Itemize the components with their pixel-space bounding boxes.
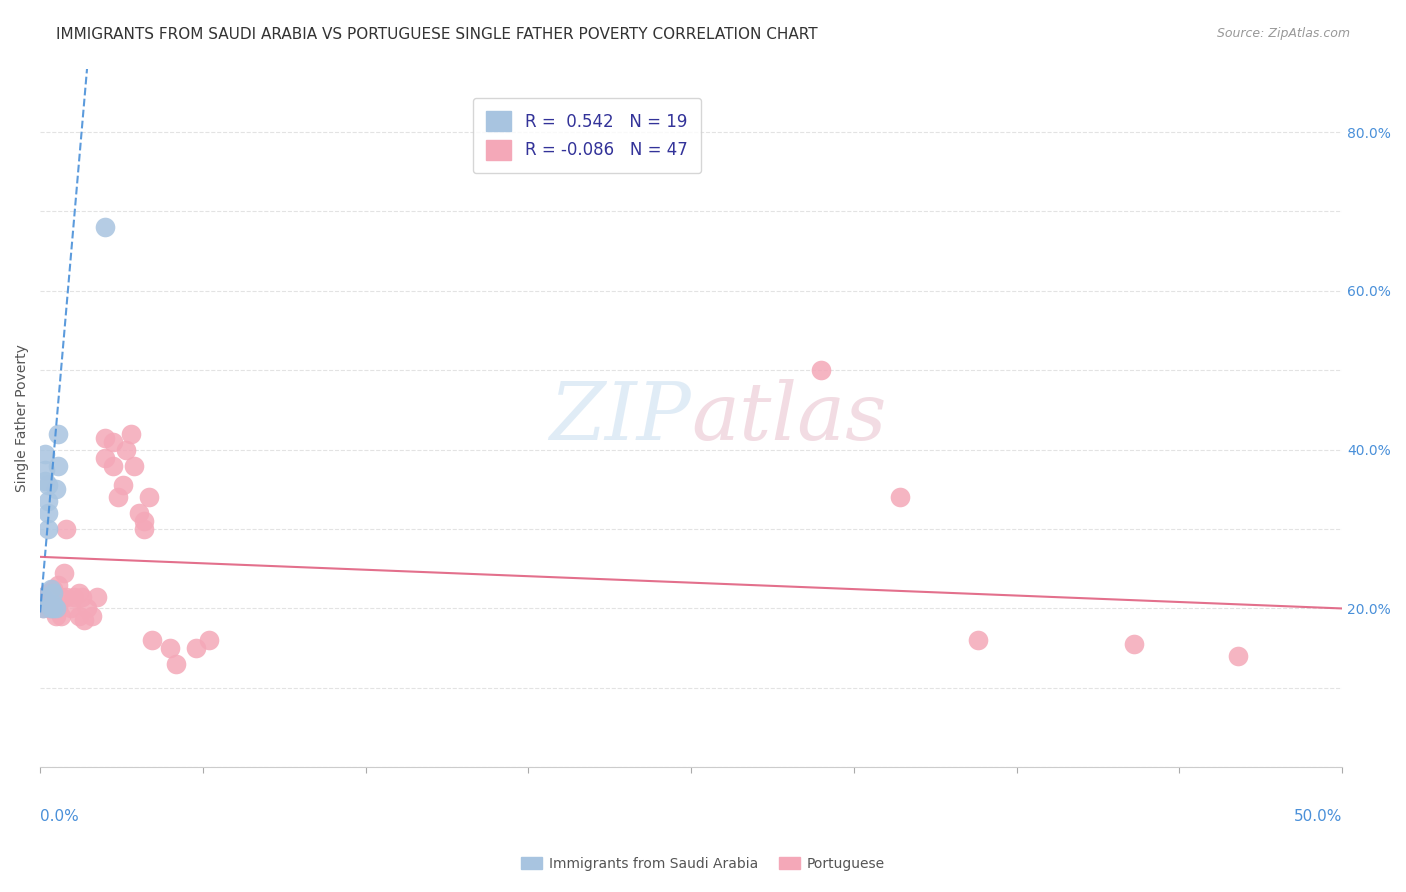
Point — [889, 491, 911, 505]
Y-axis label: Single Father Poverty: Single Father Poverty — [15, 344, 30, 491]
Point — [39, 601, 62, 615]
Point — [31, 601, 53, 615]
Point — [128, 506, 150, 520]
Point — [46, 601, 69, 615]
Point — [55, 522, 77, 536]
Point — [101, 458, 124, 473]
Point — [42, 601, 65, 615]
Text: IMMIGRANTS FROM SAUDI ARABIA VS PORTUGUESE SINGLE FATHER POVERTY CORRELATION CHA: IMMIGRANTS FROM SAUDI ARABIA VS PORTUGUE… — [56, 27, 818, 42]
Point — [810, 363, 832, 377]
Point — [37, 601, 59, 615]
Point — [39, 582, 62, 596]
Point — [45, 483, 67, 497]
Text: atlas: atlas — [692, 379, 887, 457]
Point — [52, 566, 75, 580]
Point — [186, 641, 208, 656]
Point — [76, 601, 98, 615]
Point — [134, 522, 156, 536]
Point — [198, 633, 221, 648]
Point — [37, 522, 59, 536]
Point — [37, 506, 59, 520]
Point — [94, 220, 117, 235]
Point — [42, 585, 65, 599]
Point — [39, 601, 62, 615]
Text: Source: ZipAtlas.com: Source: ZipAtlas.com — [1216, 27, 1350, 40]
Point — [49, 609, 72, 624]
Point — [31, 601, 53, 615]
Point — [73, 613, 96, 627]
Text: 50.0%: 50.0% — [1294, 809, 1343, 824]
Point — [46, 577, 69, 591]
Point — [63, 590, 86, 604]
Point — [67, 609, 90, 624]
Point — [112, 478, 135, 492]
Point — [141, 633, 163, 648]
Point — [138, 491, 160, 505]
Point — [94, 450, 117, 465]
Point — [67, 585, 90, 599]
Point — [46, 458, 69, 473]
Point — [101, 434, 124, 449]
Point — [159, 641, 181, 656]
Point — [70, 590, 93, 604]
Point — [46, 426, 69, 441]
Point — [94, 431, 117, 445]
Point — [122, 458, 145, 473]
Point — [45, 609, 67, 624]
Point — [107, 491, 129, 505]
Point — [1122, 637, 1144, 651]
Text: 0.0%: 0.0% — [41, 809, 79, 824]
Legend: Immigrants from Saudi Arabia, Portuguese: Immigrants from Saudi Arabia, Portuguese — [516, 851, 890, 876]
Point — [37, 585, 59, 599]
Point — [31, 590, 53, 604]
Point — [966, 633, 988, 648]
Point — [120, 426, 142, 441]
Point — [42, 590, 65, 604]
Point — [165, 657, 187, 671]
Point — [34, 447, 56, 461]
Point — [34, 590, 56, 604]
Point — [134, 514, 156, 528]
Point — [37, 494, 59, 508]
Point — [42, 598, 65, 612]
Point — [45, 601, 67, 615]
Point — [60, 601, 83, 615]
Point — [42, 582, 65, 596]
Point — [37, 478, 59, 492]
Point — [34, 462, 56, 476]
Point — [49, 590, 72, 604]
Point — [55, 590, 77, 604]
Point — [82, 609, 104, 624]
Point — [86, 590, 108, 604]
Point — [115, 442, 138, 457]
Point — [1227, 649, 1250, 664]
Point — [34, 475, 56, 489]
Legend: R =  0.542   N = 19, R = -0.086   N = 47: R = 0.542 N = 19, R = -0.086 N = 47 — [474, 98, 700, 173]
Text: ZIP: ZIP — [550, 379, 692, 457]
